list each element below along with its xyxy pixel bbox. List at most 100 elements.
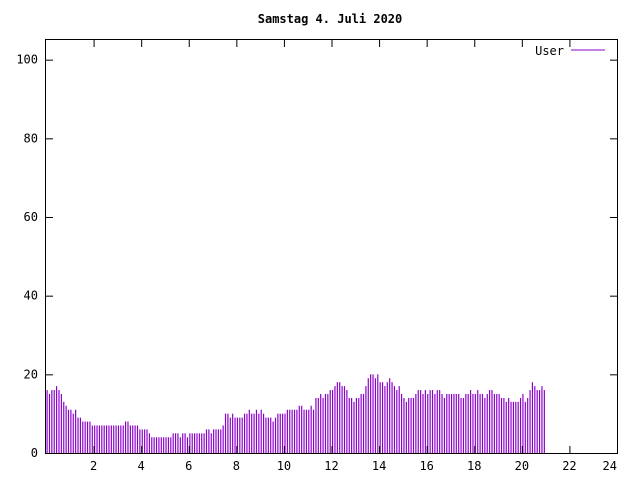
bar xyxy=(408,397,410,453)
bar xyxy=(224,413,227,453)
bar xyxy=(279,413,281,453)
bar xyxy=(167,437,170,453)
bar xyxy=(267,417,269,453)
bar xyxy=(174,433,177,453)
bar xyxy=(184,433,186,453)
bar xyxy=(289,409,291,453)
y-tick-label: 20 xyxy=(24,367,38,381)
bar xyxy=(270,417,272,453)
bar xyxy=(353,401,355,453)
bar xyxy=(229,417,231,453)
bar xyxy=(529,390,531,453)
bar xyxy=(103,425,105,453)
bar xyxy=(477,390,479,453)
bar xyxy=(393,386,396,453)
bar xyxy=(367,378,369,453)
y-tick-label: 0 xyxy=(31,446,38,460)
bar xyxy=(336,382,338,453)
x-tick-label: 6 xyxy=(185,459,192,473)
bar xyxy=(239,417,241,453)
bar xyxy=(139,429,141,453)
bar xyxy=(508,397,510,453)
bar xyxy=(113,425,115,453)
bar xyxy=(163,437,165,453)
bar xyxy=(436,390,438,453)
bar xyxy=(460,397,462,453)
bar xyxy=(391,382,393,453)
bar xyxy=(60,394,62,453)
bar xyxy=(117,425,120,453)
bar xyxy=(132,425,134,453)
bar xyxy=(415,394,417,453)
bar xyxy=(153,437,155,453)
x-tick-label: 20 xyxy=(515,459,529,473)
x-tick-label: 16 xyxy=(419,459,433,473)
bar xyxy=(296,409,298,453)
bar xyxy=(498,394,500,453)
bar xyxy=(248,409,250,453)
bar xyxy=(372,374,374,453)
bar xyxy=(129,425,131,453)
bar xyxy=(305,409,308,453)
bar xyxy=(177,433,179,453)
bar xyxy=(434,394,436,453)
bar xyxy=(500,397,503,453)
bar xyxy=(522,394,524,453)
bar xyxy=(493,394,495,453)
bar xyxy=(332,390,334,453)
bar xyxy=(274,417,277,453)
bar xyxy=(127,421,129,453)
bar xyxy=(172,433,174,453)
bar xyxy=(246,413,248,453)
x-tick-label: 22 xyxy=(562,459,576,473)
bar xyxy=(491,390,493,453)
bar xyxy=(381,382,384,453)
bar xyxy=(339,382,341,453)
bar xyxy=(46,390,48,453)
bar xyxy=(343,386,346,453)
bar xyxy=(484,397,486,453)
bar xyxy=(455,394,457,453)
bar xyxy=(213,429,215,453)
bar xyxy=(208,429,210,453)
bar xyxy=(379,382,381,453)
bar xyxy=(322,397,324,453)
x-tick-label: 18 xyxy=(467,459,481,473)
bar xyxy=(469,390,472,453)
bar xyxy=(236,417,239,453)
bar xyxy=(98,425,101,453)
bar xyxy=(82,421,84,453)
bar xyxy=(253,413,255,453)
bar xyxy=(70,409,72,453)
bar xyxy=(89,421,91,453)
bar xyxy=(541,386,543,453)
bar xyxy=(65,405,67,453)
x-tick-label: 10 xyxy=(277,459,291,473)
bar xyxy=(538,390,541,453)
bar xyxy=(115,425,117,453)
bar xyxy=(412,397,415,453)
bar xyxy=(465,394,467,453)
x-tick-label: 8 xyxy=(233,459,240,473)
bar xyxy=(220,429,222,453)
bar xyxy=(374,378,377,453)
bar xyxy=(410,397,412,453)
y-tick-label: 100 xyxy=(16,53,38,67)
bars-group xyxy=(46,374,545,453)
bar xyxy=(515,401,517,453)
bar xyxy=(422,394,424,453)
bar xyxy=(362,394,365,453)
x-tick-label: 4 xyxy=(138,459,145,473)
chart-title: Samstag 4. Juli 2020 xyxy=(258,12,403,26)
bar xyxy=(346,390,348,453)
bar xyxy=(474,394,476,453)
bar xyxy=(403,397,405,453)
bar xyxy=(405,401,407,453)
y-tick-label: 80 xyxy=(24,131,38,145)
bar xyxy=(203,433,205,453)
bar xyxy=(186,437,189,453)
bar xyxy=(198,433,200,453)
bar xyxy=(284,413,286,453)
bar xyxy=(158,437,160,453)
bar xyxy=(420,390,422,453)
